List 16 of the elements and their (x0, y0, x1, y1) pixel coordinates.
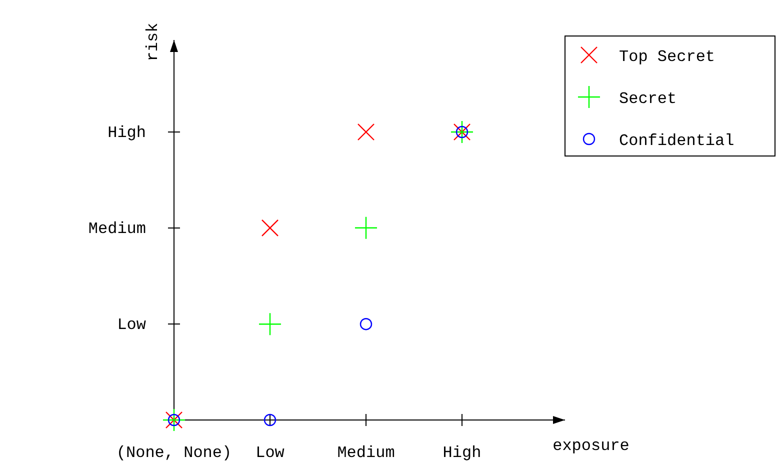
point (264, 414, 276, 426)
point (261, 219, 279, 237)
text: Low (117, 316, 146, 334)
x-axis-title: exposure (552, 437, 630, 455)
legend-label: Confidential (619, 132, 734, 150)
x-tick-label: Medium (337, 444, 395, 462)
point (360, 318, 372, 330)
text: Medium (88, 220, 146, 238)
legend-label: Top Secret (619, 48, 716, 66)
x-tick-label: (None, None) (116, 444, 232, 462)
text: High (108, 124, 146, 142)
x-tick-label: Low (256, 444, 285, 462)
x-tick-label: High (442, 444, 482, 462)
y-axis-title: risk (144, 22, 162, 62)
legend-label: Secret (619, 90, 677, 108)
point (357, 123, 375, 141)
